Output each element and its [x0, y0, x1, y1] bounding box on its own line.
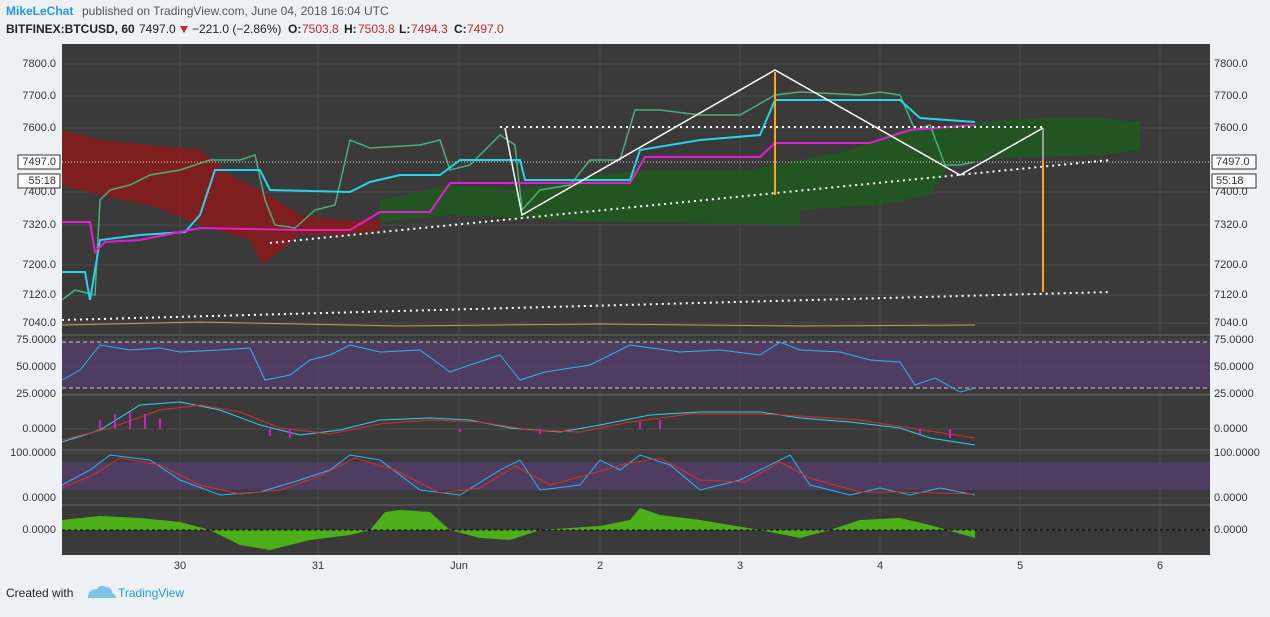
y-tick-label: 7600.0 — [22, 122, 56, 134]
stoch-band — [62, 462, 1210, 490]
rsi-tick-label: 25.0000 — [1214, 388, 1254, 400]
y-tick-label: 7700.0 — [1214, 90, 1248, 102]
trendline — [61, 291, 1111, 321]
pattern — [504, 69, 1044, 217]
stoch-tick-label: 0.0000 — [22, 492, 56, 504]
y-tick-label: 7800.0 — [22, 58, 56, 70]
base-line — [62, 99, 976, 301]
open-label: O: — [288, 22, 301, 36]
close-label: C: — [454, 22, 467, 36]
x-tick-label: 2 — [597, 560, 603, 572]
y-tick-label: 7320.0 — [22, 219, 56, 231]
cloud-bearish — [62, 130, 380, 265]
y-tick-label: 7120.0 — [22, 289, 56, 301]
price-box — [1211, 173, 1257, 189]
price-line — [61, 91, 976, 301]
y-tick-label: 7040.0 — [22, 317, 56, 329]
ao-tick-label: 0.0000 — [22, 524, 56, 536]
y-tick-label: 7200.0 — [1214, 259, 1248, 271]
close: 7497.0 — [467, 22, 504, 36]
rsi-tick-label: 75.0000 — [1214, 334, 1254, 346]
macd-tick-label: 0.0000 — [22, 423, 56, 435]
rsi-band — [62, 342, 1210, 388]
y-tick-label: 7800.0 — [1214, 58, 1248, 70]
rsi-tick-label: 25.0000 — [16, 388, 56, 400]
price-box — [17, 154, 61, 170]
price-box-label: 7497.0 — [22, 156, 56, 168]
cloud-bullish — [380, 118, 1140, 225]
rsi-tick-label: 50.0000 — [1214, 361, 1254, 373]
x-tick-label: 3 — [737, 560, 743, 572]
x-tick-label: Jun — [450, 560, 468, 572]
x-tick-label: 31 — [312, 560, 324, 572]
logo — [88, 585, 116, 598]
high: 7503.8 — [358, 22, 395, 36]
x-tick-label: 4 — [877, 560, 883, 572]
price-box — [1211, 154, 1257, 170]
low-label: L: — [399, 22, 410, 36]
published: published on TradingView.com, June 04, 2… — [82, 4, 389, 18]
price-box-label: 55:18 — [1216, 175, 1244, 187]
y-tick-label: 7600.0 — [1214, 122, 1248, 134]
ao-area — [62, 508, 975, 550]
price-box — [17, 173, 61, 189]
y-tick-label: 7320.0 — [1214, 219, 1248, 231]
y-tick-label: 7120.0 — [1214, 289, 1248, 301]
trendline — [269, 159, 1111, 244]
brand[interactable]: TradingView — [118, 586, 184, 600]
rsi-line — [61, 341, 976, 393]
price-box-label: 7497.0 — [1216, 156, 1250, 168]
open: 7503.8 — [302, 22, 339, 36]
change: −221.0 (−2.86%) — [192, 22, 281, 36]
stoch-k — [61, 454, 976, 496]
stoch-tick-label: 0.0000 — [1214, 492, 1248, 504]
ao-tick-label: 0.0000 — [1214, 524, 1248, 536]
stoch-d — [61, 457, 976, 495]
high-label: H: — [344, 22, 357, 36]
volume-ma — [61, 321, 976, 327]
footer-text: Created with — [6, 586, 73, 600]
x-tick-label: 5 — [1017, 560, 1023, 572]
rsi-tick-label: 75.0000 — [16, 334, 56, 346]
macd-histogram — [99, 412, 951, 438]
x-tick-label: 6 — [1157, 560, 1163, 572]
low: 7494.3 — [411, 22, 448, 36]
y-tick-label: 7700.0 — [22, 90, 56, 102]
y-tick-label: 7200.0 — [22, 259, 56, 271]
stoch-tick-label: 100.0000 — [1214, 447, 1260, 459]
macd-tick-label: 0.0000 — [1214, 423, 1248, 435]
x-tick-label: 30 — [174, 560, 186, 572]
price-box-label: 55:18 — [28, 175, 56, 187]
down-arrow — [180, 26, 188, 33]
last-price: 7497.0 — [139, 22, 176, 36]
author[interactable]: MikeLeChat — [6, 4, 73, 18]
signal-line — [61, 404, 976, 441]
stoch-tick-label: 100.0000 — [10, 447, 56, 459]
rsi-tick-label: 50.0000 — [16, 361, 56, 373]
y-tick-label: 7040.0 — [1214, 317, 1248, 329]
symbol: BITFINEX:BTCUSD, 60 — [6, 22, 135, 36]
y-tick-label: 7400.0 — [22, 186, 56, 198]
y-tick-label: 7400.0 — [1214, 186, 1248, 198]
